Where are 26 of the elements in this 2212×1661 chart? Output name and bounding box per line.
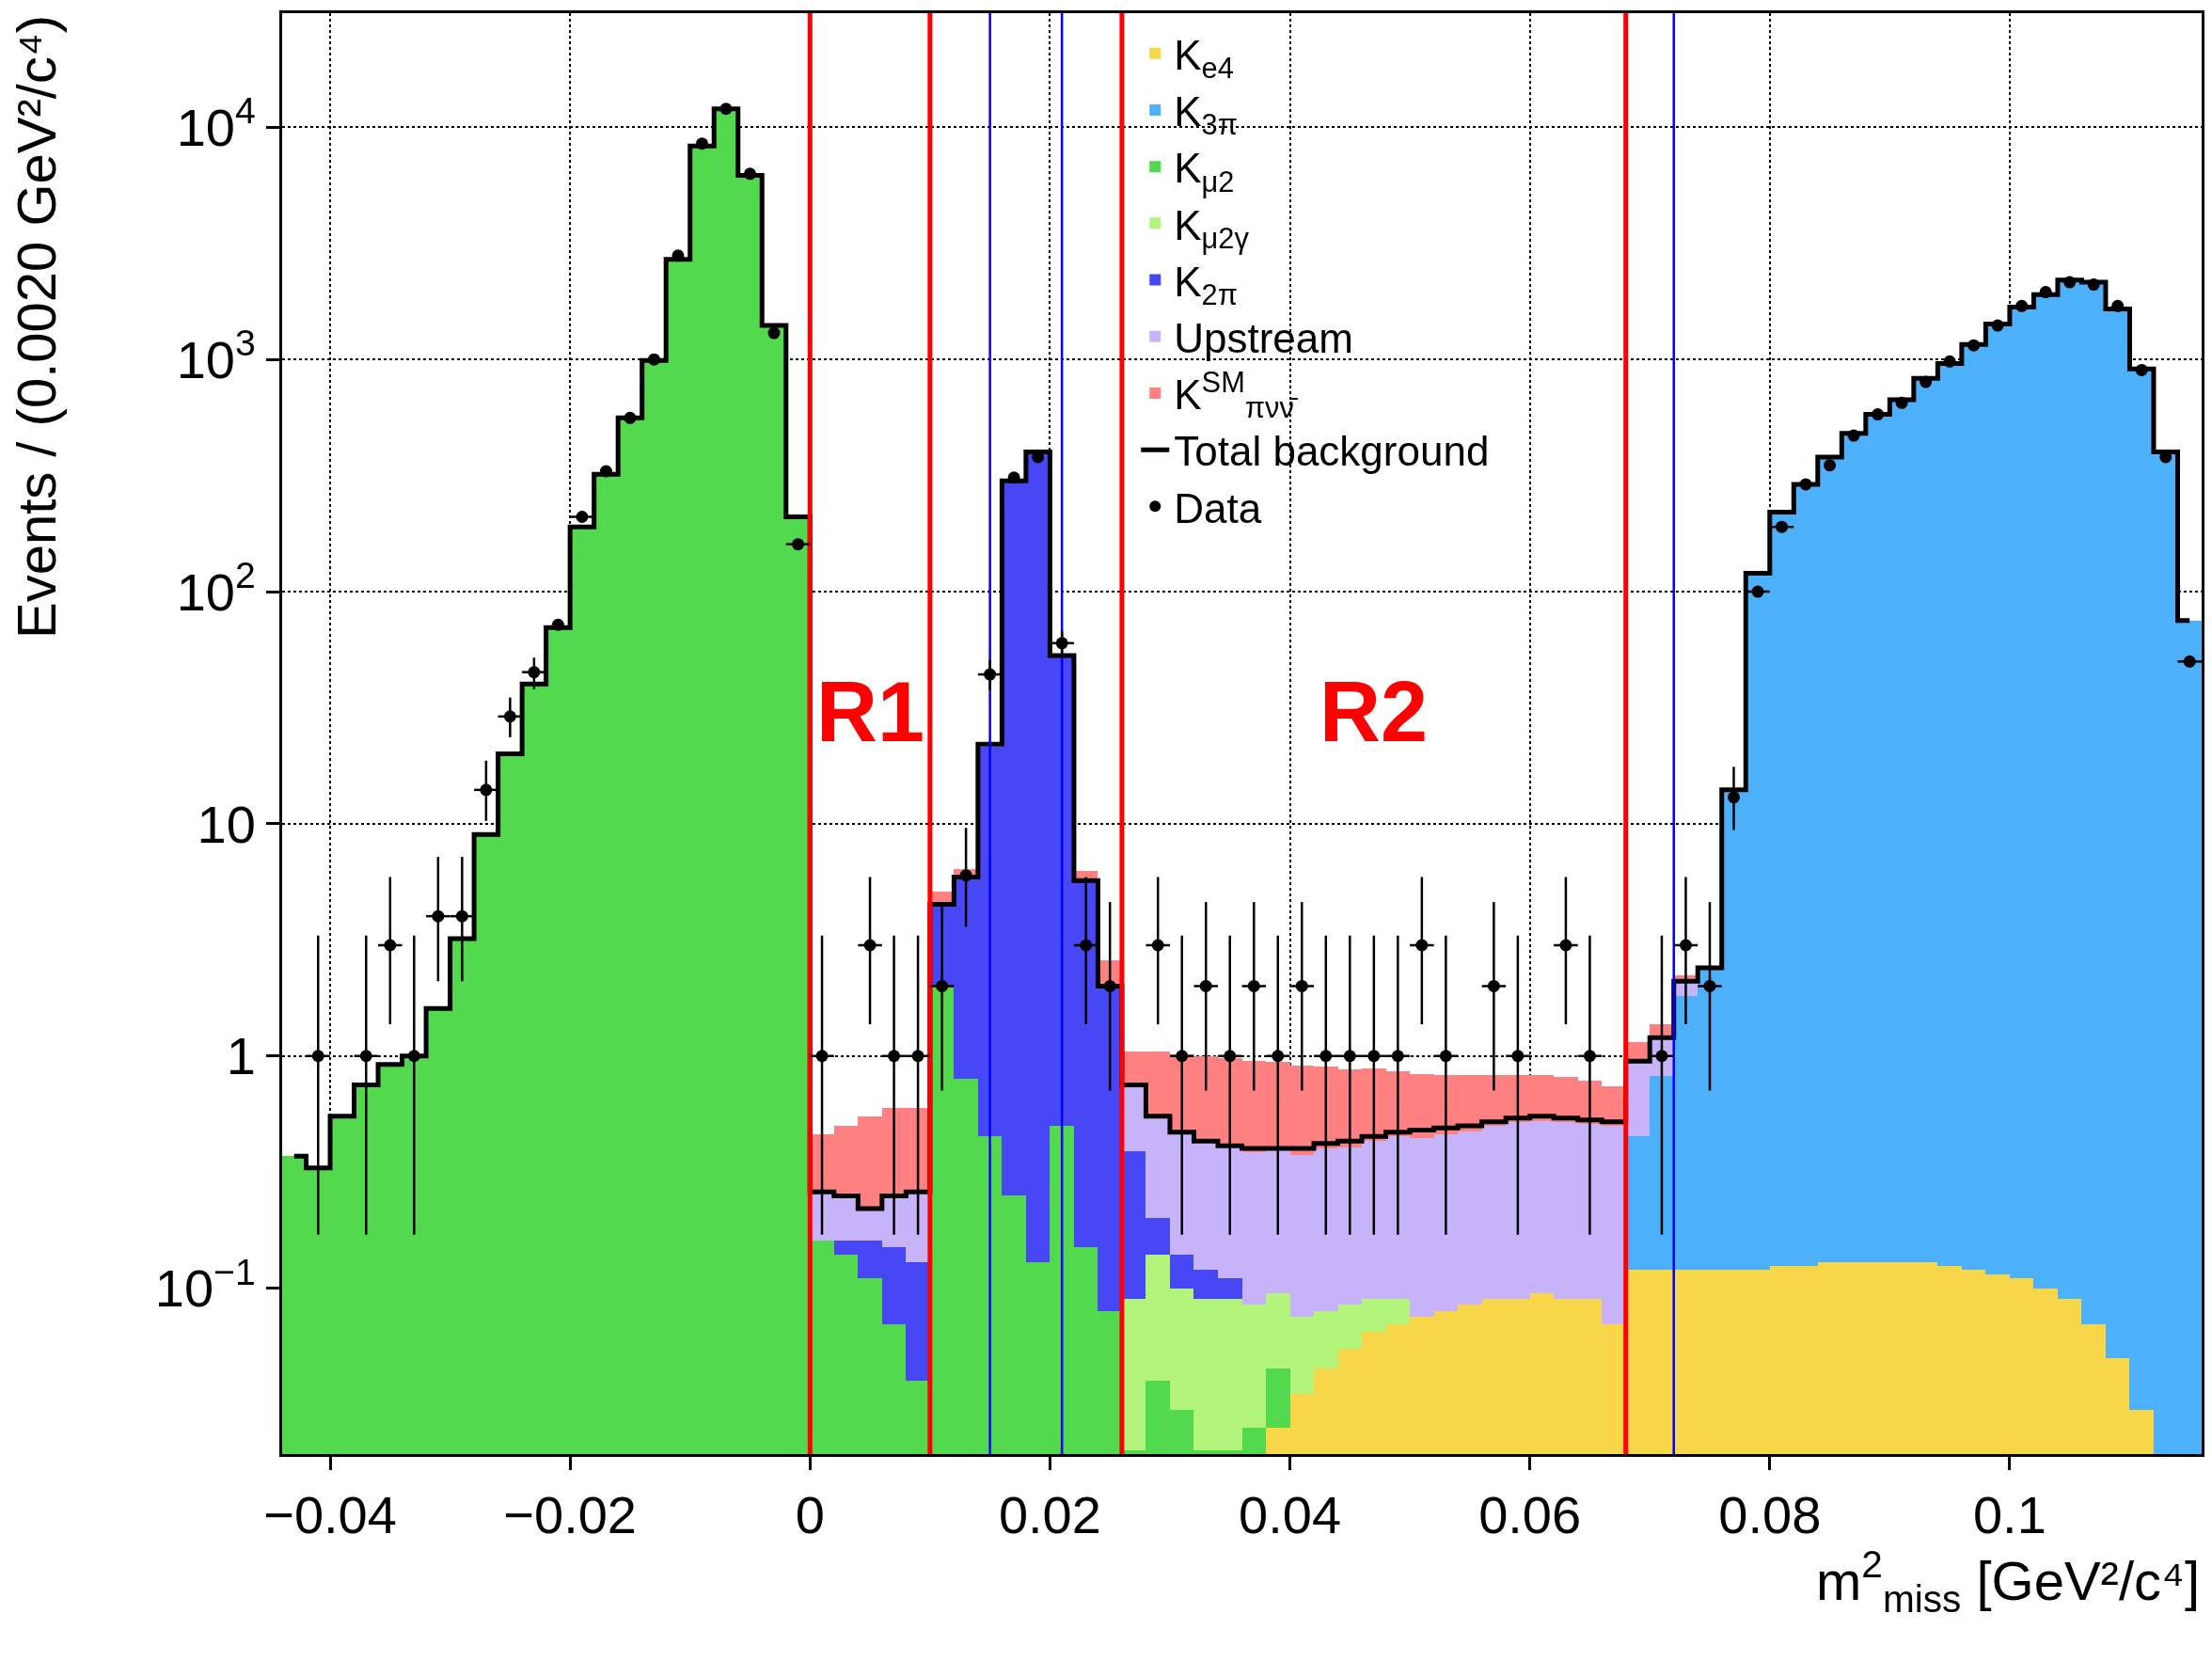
annotation: R2 — [1319, 665, 1429, 759]
y-axis-title: Events / (0.0020 GeV²/c⁴) — [6, 14, 68, 640]
x-tick-label: 0.06 — [1478, 1485, 1582, 1545]
y-tick-label: 1 — [226, 1026, 256, 1086]
x-tick-label: 0.08 — [1718, 1485, 1822, 1545]
legend-label: Data — [1174, 484, 1262, 531]
y-tick-label: 10$^{−1}$ — [154, 1251, 256, 1319]
legend-label: K$_{e4}$ — [1174, 31, 1234, 86]
legend-label: K$_{μ2γ}$ — [1174, 201, 1250, 255]
y-tick-label: 10$^{3}$ — [176, 323, 256, 389]
x-tick-label: −0.04 — [263, 1485, 397, 1545]
annotation: R1 — [816, 665, 925, 759]
x-tick-label: 0.1 — [1972, 1485, 2046, 1545]
legend-label: K$_{3π}$ — [1174, 88, 1238, 142]
x-tick-label: 0.04 — [1239, 1485, 1342, 1545]
x-tick-label: −0.02 — [503, 1485, 637, 1545]
x-tick-label: 0 — [795, 1485, 825, 1545]
y-tick-label: 10$^{2}$ — [176, 555, 256, 622]
legend-label: K$_{2π}$ — [1174, 258, 1238, 311]
y-tick-label: 10$^{4}$ — [176, 90, 256, 157]
y-tick-label: 10 — [197, 794, 256, 854]
legend-label: K$_{μ2}$ — [1174, 145, 1235, 198]
x-axis-title: m$^{2}$$_{miss}$ [GeV²/c⁴] — [1816, 1542, 2201, 1621]
x-tick-label: 0.02 — [998, 1485, 1101, 1545]
legend-label: Total background — [1174, 428, 1490, 475]
legend-label: Upstream — [1174, 314, 1353, 361]
